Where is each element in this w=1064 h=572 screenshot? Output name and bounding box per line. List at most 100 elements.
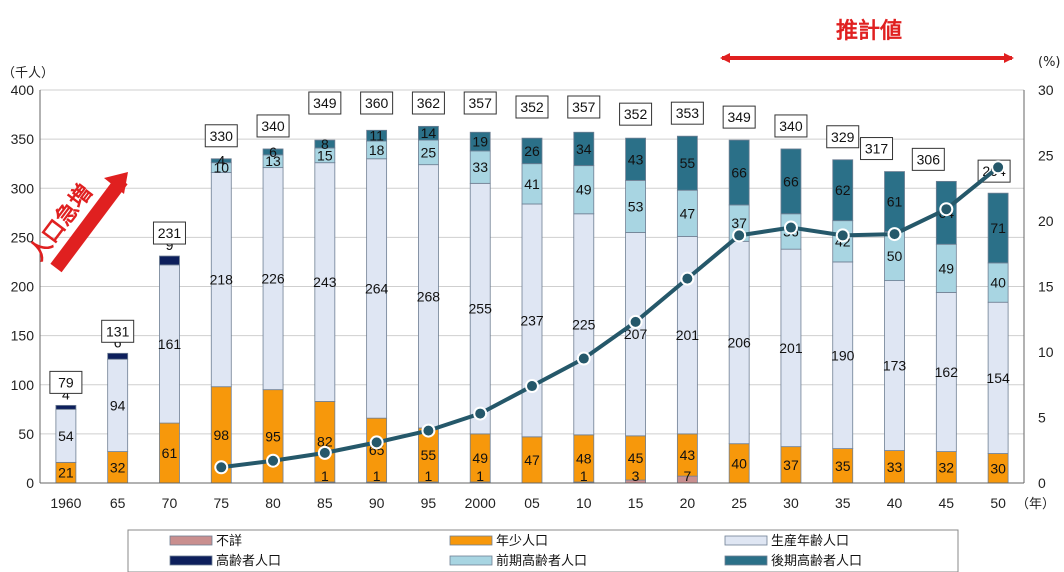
x-tick-label: 65 bbox=[110, 495, 126, 511]
bar-segment bbox=[728, 139, 750, 206]
bar-value-label: 162 bbox=[935, 364, 959, 380]
total-label: 231 bbox=[158, 225, 182, 241]
y-left-tick-label: 300 bbox=[11, 180, 35, 196]
bar-value-label: 13 bbox=[265, 153, 281, 169]
bar-value-label: 15 bbox=[317, 147, 333, 163]
bar-segment bbox=[159, 255, 180, 266]
bar-value-label: 40 bbox=[731, 455, 747, 471]
bar-value-label: 53 bbox=[628, 198, 644, 214]
x-tick-label: 50 bbox=[990, 495, 1006, 511]
bar-value-label: 30 bbox=[990, 460, 1006, 476]
legend-label: 前期高齢者人口 bbox=[496, 553, 587, 569]
axes: 0501001502002503003504000510152025301960… bbox=[11, 82, 1054, 511]
forecast-annotation: 推計値 bbox=[720, 18, 1014, 63]
bar-segment bbox=[521, 137, 543, 165]
total-box bbox=[774, 114, 808, 138]
total-label: 357 bbox=[572, 99, 596, 115]
bar-segment bbox=[573, 131, 595, 167]
y-left-tick-label: 100 bbox=[11, 377, 35, 393]
y-right-tick-label: 10 bbox=[1038, 344, 1054, 360]
line-point bbox=[525, 379, 539, 394]
y-right-tick-label: 30 bbox=[1038, 82, 1054, 98]
bar-value-label: 225 bbox=[572, 316, 596, 332]
bar-value-label: 11 bbox=[369, 128, 384, 144]
legend-swatch bbox=[724, 555, 768, 566]
bar-value-label: 10 bbox=[213, 160, 229, 176]
bar-value-label: 161 bbox=[158, 336, 182, 352]
bar-value-label: 45 bbox=[628, 450, 644, 466]
bar-value-label: 190 bbox=[831, 347, 855, 363]
bar-value-label: 226 bbox=[261, 271, 285, 287]
legend-frame bbox=[127, 529, 959, 572]
legend-swatch bbox=[169, 535, 213, 546]
bar-value-label: 37 bbox=[783, 457, 799, 473]
x-tick-label: 75 bbox=[213, 495, 229, 511]
total-box bbox=[670, 101, 704, 125]
bar-value-label: 25 bbox=[421, 144, 437, 160]
legend-swatch bbox=[169, 555, 213, 566]
bar-value-label: 66 bbox=[731, 165, 747, 181]
bar-value-label: 264 bbox=[365, 280, 389, 296]
total-label: 349 bbox=[727, 109, 751, 125]
total-label: 352 bbox=[520, 99, 544, 115]
legend-label: 年少人口 bbox=[496, 534, 548, 549]
left-axis-unit: （千人） bbox=[2, 66, 54, 81]
total-label: 330 bbox=[210, 128, 234, 144]
bar-segment bbox=[210, 158, 232, 164]
bar-value-label: 4 bbox=[217, 153, 225, 169]
bar-value-label: 35 bbox=[835, 458, 851, 474]
bar-value-label: 1 bbox=[373, 468, 381, 484]
y-left-tick-label: 0 bbox=[26, 475, 34, 491]
x-tick-label: 80 bbox=[265, 495, 281, 511]
bar-value-label: 206 bbox=[727, 335, 751, 351]
legend-label: 高齢者人口 bbox=[216, 553, 281, 569]
bar-value-label: 82 bbox=[317, 434, 333, 450]
y-left-tick-label: 350 bbox=[11, 131, 35, 147]
total-box bbox=[619, 102, 653, 126]
right-axis-unit: (%) bbox=[1038, 55, 1061, 70]
bar-segment bbox=[625, 137, 646, 181]
x-tick-label: 2000 bbox=[465, 495, 496, 511]
bar-value-label: 18 bbox=[369, 142, 385, 158]
bar-value-label: 94 bbox=[110, 397, 126, 413]
legend-swatch bbox=[449, 555, 493, 566]
total-box bbox=[567, 95, 601, 119]
bar-value-label: 37 bbox=[731, 215, 747, 231]
surge-arrow bbox=[50, 175, 128, 273]
x-tick-label: 45 bbox=[939, 495, 955, 511]
bar-segment bbox=[314, 139, 336, 149]
total-label: 79 bbox=[58, 374, 74, 390]
total-box bbox=[911, 147, 945, 171]
bar-value-label: 9 bbox=[166, 237, 174, 253]
total-label: 131 bbox=[106, 323, 130, 339]
total-label: 340 bbox=[779, 118, 803, 134]
bar-value-label: 32 bbox=[110, 459, 126, 475]
line-point bbox=[473, 406, 488, 421]
bar-value-label: 66 bbox=[783, 173, 799, 189]
total-label: 349 bbox=[313, 95, 337, 111]
bar-value-label: 268 bbox=[417, 288, 441, 304]
bar-segment bbox=[987, 192, 1009, 264]
total-label: 362 bbox=[417, 95, 441, 111]
bar-value-label: 95 bbox=[265, 428, 281, 444]
total-box bbox=[360, 91, 394, 115]
total-box bbox=[152, 221, 186, 245]
x-tick-label: 95 bbox=[421, 495, 437, 511]
x-tick-label: 85 bbox=[317, 495, 333, 511]
x-tick-label: 90 bbox=[369, 495, 385, 511]
bar-value-label: 173 bbox=[883, 358, 907, 374]
bar-value-label: 207 bbox=[624, 326, 648, 342]
line-point bbox=[887, 227, 902, 242]
line-point bbox=[628, 314, 643, 329]
bar-value-label: 3 bbox=[632, 468, 640, 484]
total-box bbox=[826, 125, 860, 149]
x-tick-label: 30 bbox=[783, 495, 799, 511]
total-label: 306 bbox=[917, 151, 941, 167]
bar-segment bbox=[469, 131, 491, 152]
total-label: 340 bbox=[261, 118, 285, 134]
forecast-label: 推計値 bbox=[836, 18, 902, 44]
y-left-tick-label: 250 bbox=[11, 229, 35, 245]
bar-value-label: 26 bbox=[524, 143, 540, 159]
bar-value-label: 7 bbox=[683, 468, 691, 484]
